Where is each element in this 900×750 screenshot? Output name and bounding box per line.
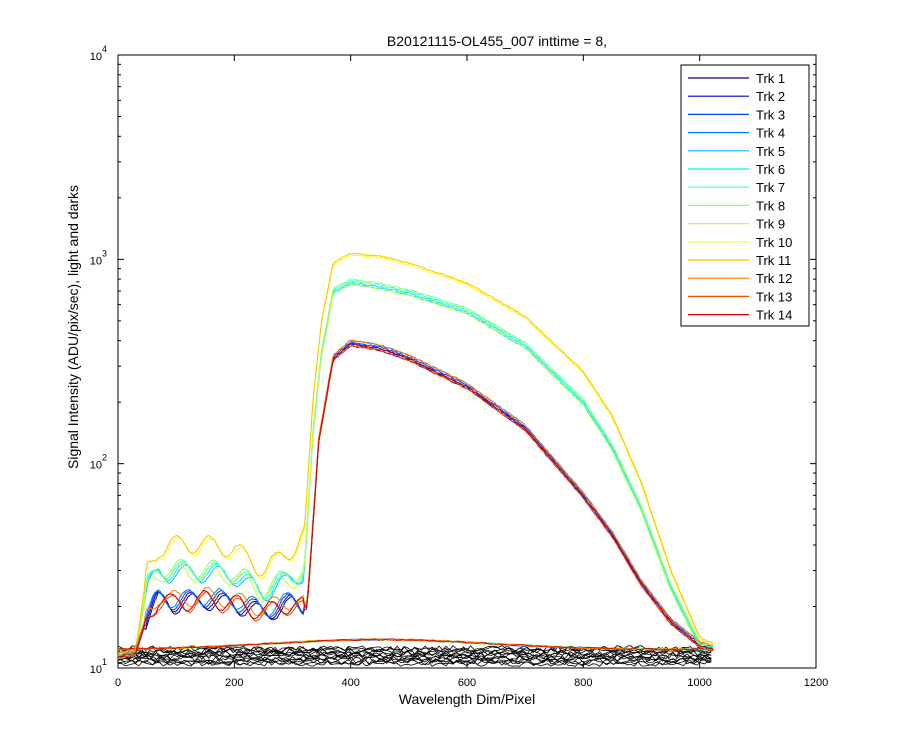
series-line-14 [117, 342, 714, 658]
legend-label: Trk 9 [756, 217, 785, 232]
x-tick-label: 600 [458, 677, 476, 689]
axes: 0 200 400 600 800 1000 1200 101 102 103 104 [90, 44, 829, 689]
dark-trace [117, 651, 712, 659]
dark-trace [117, 653, 712, 660]
y-tick-label: 103 [90, 248, 107, 267]
series-line-12 [117, 339, 714, 654]
legend-label: Trk 11 [756, 253, 791, 268]
x-tick-label: 200 [225, 677, 243, 689]
legend: Trk 1 Trk 2 Trk 3 Trk 4 Trk 5 Trk 6 Trk 7 Trk 8… [680, 64, 810, 327]
x-tick-label: 0 [115, 677, 121, 689]
legend-label: Trk 7 [756, 180, 785, 195]
series-line-11 [117, 252, 714, 656]
legend-label: Trk 3 [756, 107, 785, 122]
series-layer [117, 252, 714, 667]
series-line-6 [117, 281, 714, 657]
legend-box [680, 64, 810, 327]
y-tick-label: 104 [90, 44, 107, 63]
legend-label: Trk 6 [756, 162, 785, 177]
legend-label: Trk 5 [756, 144, 785, 159]
x-tick-label: 800 [574, 677, 592, 689]
series-line-3 [117, 341, 714, 655]
legend-label: Trk 13 [756, 289, 792, 304]
x-axis-label: Wavelength Dim/Pixel [399, 691, 535, 707]
chart-title: B20121115-OL455_007 inttime = 8, [387, 33, 607, 49]
dark-trace [117, 659, 712, 666]
legend-label: Trk 10 [756, 235, 792, 250]
x-tick-label: 1200 [804, 677, 828, 689]
x-tick-label: 400 [341, 677, 359, 689]
legend-label: Trk 4 [756, 126, 785, 141]
floor-trace [117, 638, 714, 651]
dark-trace [117, 650, 712, 657]
series-line-9 [117, 283, 714, 659]
y-tick-label: 102 [90, 453, 107, 472]
x-tick-label: 1000 [687, 677, 711, 689]
dark-trace [117, 646, 712, 653]
legend-label: Trk 1 [756, 71, 785, 86]
legend-label: Trk 14 [756, 308, 792, 323]
series-line-8 [117, 278, 714, 654]
legend-label: Trk 12 [756, 271, 792, 286]
y-tick-label: 101 [90, 657, 107, 676]
legend-label: Trk 2 [756, 89, 785, 104]
y-axis-label: Signal Intensity (ADU/pix/sec), light an… [65, 185, 81, 469]
legend-label: Trk 8 [756, 198, 785, 213]
dark-trace [117, 648, 712, 655]
